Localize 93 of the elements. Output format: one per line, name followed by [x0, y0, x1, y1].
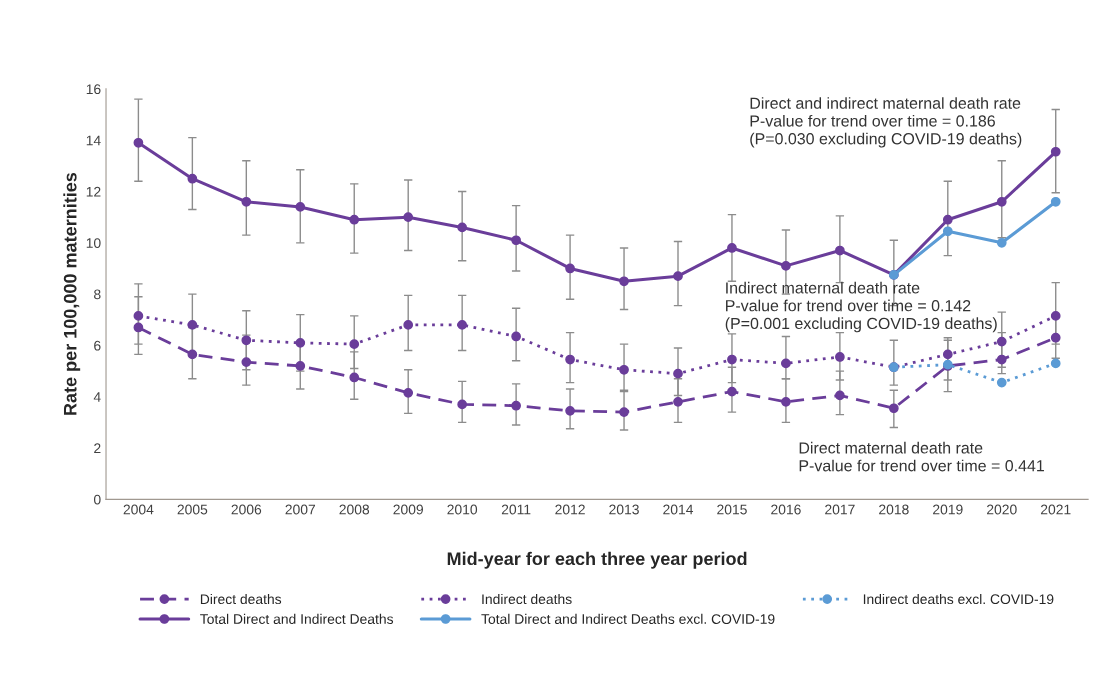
- y-tick-label: 6: [94, 340, 101, 351]
- x-tick-label: 2014: [663, 504, 694, 515]
- point: [457, 320, 468, 330]
- point: [1050, 358, 1061, 369]
- point: [1050, 196, 1061, 207]
- point: [727, 243, 737, 253]
- point: [457, 222, 468, 233]
- point: [942, 226, 953, 237]
- annotation: Indirect maternal death rate P-value for trend over time = 0.142 (P=0.001 excluding COVID-19 deaths): [725, 281, 997, 333]
- x-tick-label: 2018: [879, 504, 909, 515]
- point: [565, 354, 575, 365]
- point: [241, 357, 252, 367]
- point: [133, 311, 144, 321]
- point: [619, 407, 629, 417]
- legend-label: Total Direct and Indirect Deaths: [200, 613, 394, 624]
- point: [996, 237, 1007, 248]
- point: [781, 261, 791, 271]
- point: [295, 202, 306, 212]
- point: [835, 352, 845, 362]
- point: [403, 212, 414, 223]
- x-tick-label: 2009: [393, 504, 423, 515]
- point: [727, 386, 737, 397]
- point: [835, 245, 845, 256]
- point: [187, 320, 198, 330]
- point: [996, 354, 1007, 365]
- y-tick-label: 4: [93, 392, 101, 402]
- point: [673, 396, 683, 407]
- point: [996, 336, 1007, 347]
- point: [781, 396, 791, 407]
- x-tick-label: 2007: [285, 504, 316, 515]
- point: [403, 388, 414, 398]
- x-tick-label: 2006: [231, 504, 262, 515]
- point: [781, 358, 791, 369]
- point: [349, 339, 360, 349]
- annotation: Direct maternal death rate P-value for trend over time = 0.441: [799, 441, 1044, 472]
- y-tick-label: 10: [86, 238, 101, 248]
- point: [187, 349, 198, 360]
- point: [942, 349, 953, 360]
- y-tick-label: 0: [93, 494, 101, 505]
- point: [511, 400, 521, 411]
- point: [133, 322, 144, 333]
- point: [996, 196, 1007, 207]
- point: [511, 331, 521, 342]
- y-tick-label: 16: [86, 84, 101, 95]
- point: [619, 276, 629, 287]
- legend-label: Indirect deaths excl. COVID-19: [863, 593, 1054, 605]
- legend-label: Direct deaths: [200, 593, 282, 605]
- point: [241, 335, 252, 346]
- x-tick-label: 2019: [933, 504, 963, 515]
- point: [888, 403, 899, 414]
- x-tick-label: 2021: [1040, 504, 1071, 515]
- point: [295, 361, 306, 371]
- point: [727, 354, 737, 365]
- x-tick-label: 2017: [825, 504, 855, 515]
- point: [349, 214, 360, 225]
- point: [1050, 146, 1061, 157]
- y-axis-title: Rate per 100,000 maternities: [63, 172, 81, 415]
- point: [187, 173, 198, 184]
- point: [996, 377, 1007, 388]
- x-tick-label: 2013: [609, 504, 639, 515]
- point: [1050, 332, 1061, 343]
- x-tick-label: 2020: [987, 504, 1017, 515]
- point: [133, 137, 144, 148]
- x-tick-label: 2004: [123, 504, 154, 515]
- point: [565, 263, 575, 274]
- x-tick-label: 2012: [555, 504, 585, 515]
- x-tick-label: 2008: [339, 504, 370, 515]
- point: [511, 235, 521, 246]
- point: [403, 320, 414, 330]
- annotation: Direct and indirect maternal death rate P-value for trend over time = 0.186 (P=0.030 excluding COVID-19 deaths): [750, 97, 1022, 148]
- legend-label: Total Direct and Indirect Deaths excl. COVID-19: [481, 613, 775, 624]
- point: [457, 399, 468, 410]
- point: [619, 364, 629, 375]
- y-tick-label: 14: [86, 135, 101, 146]
- point: [295, 337, 306, 348]
- point: [1050, 311, 1061, 321]
- point: [241, 196, 252, 207]
- x-tick-label: 2016: [771, 504, 801, 515]
- y-tick-label: 2: [94, 443, 101, 454]
- point: [673, 271, 683, 282]
- x-tick-label: 2010: [447, 504, 478, 515]
- x-tick-label: 2005: [177, 504, 208, 515]
- point: [673, 368, 683, 379]
- legend-label: Indirect deaths: [482, 593, 572, 605]
- point: [565, 405, 575, 416]
- x-tick-label: 2015: [717, 504, 747, 515]
- y-tick-label: 12: [86, 186, 101, 197]
- point: [942, 214, 953, 225]
- point: [835, 390, 845, 401]
- y-tick-label: 8: [94, 289, 101, 300]
- x-axis-title: Mid-year for each three year period: [447, 551, 747, 569]
- point: [349, 372, 360, 383]
- x-tick-label: 2011: [501, 504, 531, 515]
